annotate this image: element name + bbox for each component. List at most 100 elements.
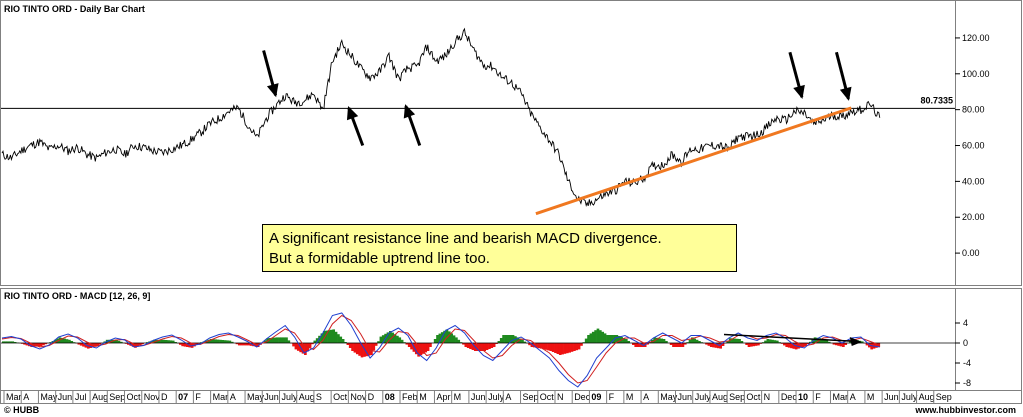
macd-histogram-bar — [554, 343, 557, 353]
macd-histogram-bar — [183, 343, 187, 347]
macd-histogram-bar — [301, 343, 305, 354]
macd-histogram-bar — [747, 343, 751, 347]
macd-histogram-bar — [273, 337, 277, 343]
macd-histogram-bar — [705, 343, 708, 345]
macd-histogram-bar — [91, 343, 95, 348]
x-tick-label: Mar — [6, 392, 22, 402]
macd-histogram-bar — [94, 343, 97, 347]
macd-histogram-bar — [65, 339, 69, 343]
macd-histogram-bar — [617, 336, 621, 343]
macd-histogram-bar — [249, 343, 253, 346]
macd-histogram-bar — [768, 339, 772, 343]
x-tick-label: Feb — [402, 392, 418, 402]
macd-histogram-bar — [282, 337, 286, 343]
macd-y-tick-label: -8 — [963, 378, 971, 388]
macd-signal-line — [1, 314, 880, 384]
macd-histogram-bar — [77, 343, 81, 345]
macd-histogram-bar — [37, 343, 41, 347]
macd-histogram-bar — [169, 340, 173, 343]
macd-histogram-bar — [141, 343, 144, 345]
x-tick-label: N — [764, 392, 771, 402]
macd-histogram-bar — [464, 343, 468, 347]
x-tick-label: A — [643, 392, 649, 402]
macd-histogram-bar — [138, 343, 142, 346]
x-tick-label: A — [230, 392, 236, 402]
macd-histogram-bar — [237, 343, 241, 346]
x-tick-label: Oct — [540, 392, 555, 402]
macd-histogram-bar — [707, 343, 711, 346]
macd-histogram-bar — [445, 329, 449, 343]
macd-histogram-bar — [377, 341, 380, 343]
x-tick-label: F — [195, 392, 201, 402]
macd-histogram-bar — [568, 343, 571, 353]
macd-histogram-bar — [615, 335, 619, 343]
macd-histogram-bar — [547, 343, 550, 351]
x-tick-label: July — [281, 392, 298, 402]
macd-histogram-bar — [256, 343, 260, 347]
macd-histogram-bar — [39, 343, 43, 347]
macd-histogram-bar — [344, 342, 347, 343]
macd-histogram-bar — [750, 343, 753, 347]
macd-histogram-bar — [865, 343, 869, 346]
macd-histogram-bar — [96, 343, 100, 347]
x-tick-label: Jun — [471, 392, 486, 402]
macd-histogram-bar — [13, 342, 17, 343]
macd-histogram-bar — [337, 334, 340, 343]
divergence-arrow — [723, 333, 854, 342]
macd-histogram-bar — [672, 343, 675, 347]
macd-histogram-bar — [693, 338, 697, 343]
macd-histogram-bar — [528, 343, 531, 346]
divergence-arrow-head — [849, 337, 862, 346]
macd-histogram-bar — [490, 343, 494, 348]
macd-histogram-bar — [799, 343, 803, 348]
macd-histogram-bar — [360, 343, 364, 358]
macd-histogram-bar — [563, 343, 567, 354]
x-tick-label: D — [161, 392, 168, 402]
x-tick-label: Nov — [144, 392, 161, 402]
macd-histogram-bar — [388, 331, 392, 343]
x-tick-label: Oct — [746, 392, 761, 402]
macd-histogram-bar — [466, 343, 470, 348]
macd-histogram-bar — [339, 336, 343, 343]
macd-histogram-bar — [622, 338, 626, 343]
macd-histogram-bar — [407, 343, 411, 347]
x-tick-label: July — [901, 392, 918, 402]
x-tick-label: Mar — [213, 392, 229, 402]
annotation-arrow-head — [403, 104, 416, 119]
macd-histogram-bar — [422, 343, 425, 354]
macd-histogram-bar — [745, 343, 748, 345]
macd-histogram-bar — [117, 340, 121, 343]
macd-histogram-bar — [731, 338, 734, 343]
x-tick-label: M — [454, 392, 462, 402]
macd-histogram-bar — [230, 341, 234, 343]
macd-histogram-bar — [688, 339, 692, 343]
x-tick-label: Sep — [523, 392, 539, 402]
macd-histogram-bar — [827, 341, 831, 343]
x-tick-label: Aug — [299, 392, 315, 402]
copyright-label: © HUBB — [4, 405, 40, 415]
macd-histogram-bar — [447, 331, 451, 343]
macd-histogram-bar — [511, 335, 515, 343]
x-tick-label: S — [316, 392, 322, 402]
macd-histogram-bar — [221, 340, 225, 343]
macd-histogram-bar — [624, 339, 628, 343]
macd-histogram-bar — [787, 343, 791, 348]
macd-histogram-bar — [379, 336, 383, 343]
price-y-tick-label: 80.00 — [962, 105, 985, 115]
macd-histogram-bar — [235, 343, 239, 345]
macd-histogram-bar — [521, 339, 524, 343]
macd-histogram-bar — [657, 338, 661, 343]
macd-histogram-bar — [646, 343, 649, 345]
macd-histogram-bar — [89, 343, 92, 348]
macd-histogram-bar — [797, 343, 800, 349]
annotation-arrow-head — [839, 86, 852, 101]
macd-histogram-bar — [502, 335, 505, 343]
macd-histogram-bar — [462, 343, 465, 345]
macd-histogram-bar — [806, 343, 810, 344]
macd-histogram-bar — [580, 343, 583, 346]
macd-histogram-bar — [492, 343, 496, 347]
macd-histogram-bar — [632, 343, 635, 345]
macd-histogram-bar — [695, 339, 699, 343]
macd-histogram-bar — [216, 339, 220, 343]
macd-histogram-bar — [443, 330, 446, 343]
